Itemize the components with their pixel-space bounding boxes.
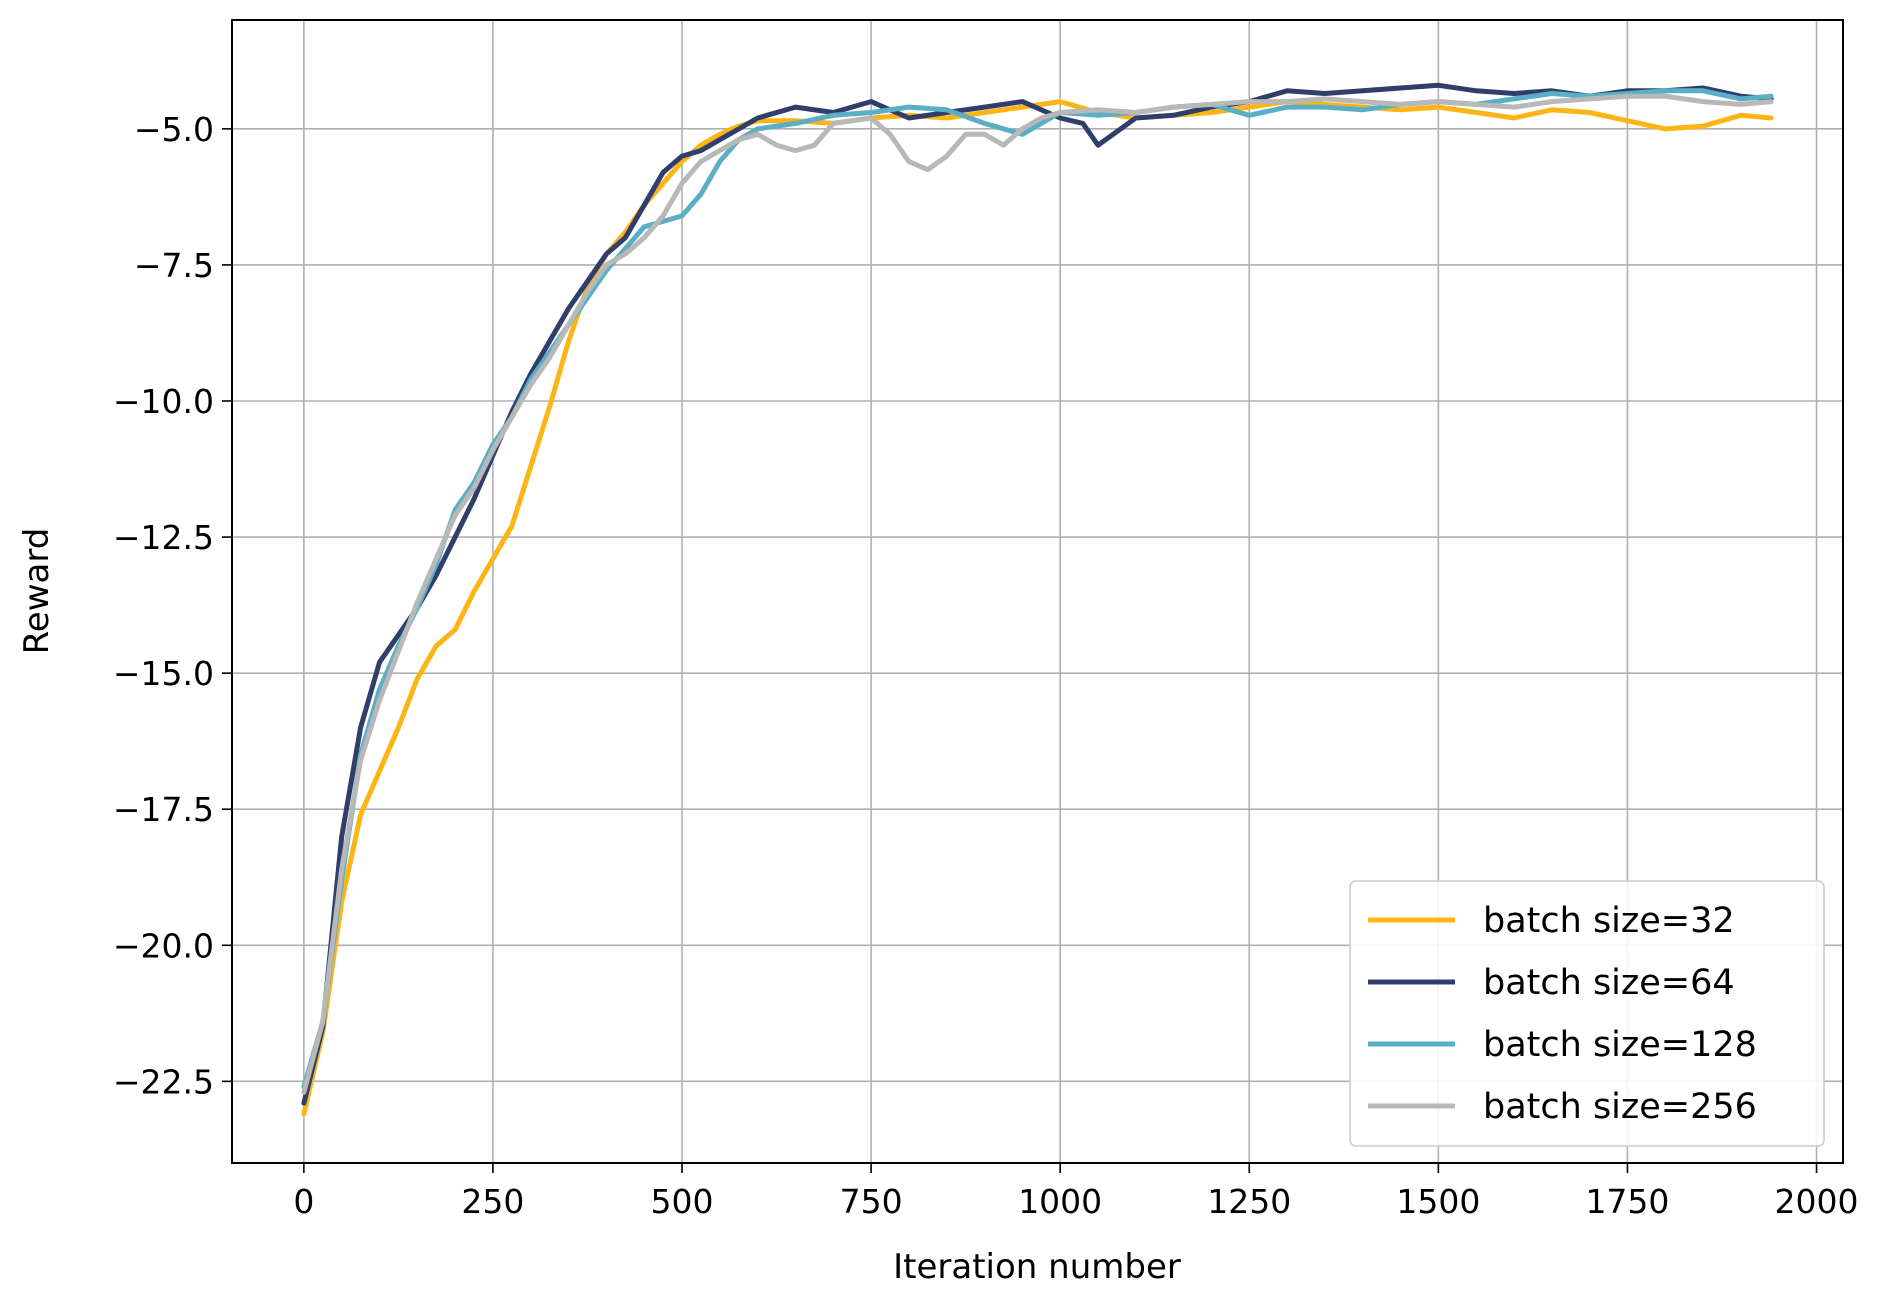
y-tick-label: −10.0 <box>113 382 214 421</box>
y-tick-label: −22.5 <box>113 1062 214 1101</box>
y-axis-label: Reward <box>17 528 57 655</box>
y-tick-label: −12.5 <box>113 518 214 557</box>
x-tick-label: 750 <box>840 1182 903 1221</box>
legend-entry-label: batch size=256 <box>1483 1087 1757 1127</box>
y-tick-label: −17.5 <box>113 790 214 829</box>
y-tick-label: −15.0 <box>113 654 214 693</box>
x-tick-label: 250 <box>461 1182 524 1221</box>
series-lines <box>301 82 1774 1117</box>
x-tick-label: 2000 <box>1775 1182 1859 1221</box>
x-axis-label: Iteration number <box>893 1247 1181 1287</box>
x-tick-label: 1750 <box>1585 1182 1669 1221</box>
legend-entry-label: batch size=128 <box>1483 1025 1757 1065</box>
x-tick-label: 1250 <box>1207 1182 1291 1221</box>
x-tick-label: 0 <box>293 1182 314 1221</box>
x-axis: 0 250 500 750 1000 1250 1500 1750 2000 <box>293 1163 1859 1221</box>
y-tick-label: −7.5 <box>134 246 214 285</box>
legend: batch size=32 batch size=64 batch size=128… <box>1349 880 1825 1147</box>
x-tick-label: 500 <box>651 1182 714 1221</box>
series-line <box>301 99 1774 1117</box>
legend-entry-label: batch size=32 <box>1483 901 1735 941</box>
y-axis: −22.5 −20.0 −17.5 −15.0 −12.5 −10.0 −7.5 −5.0 <box>113 110 232 1101</box>
x-tick-label: 1500 <box>1396 1182 1480 1221</box>
series-line <box>301 82 1774 1106</box>
plot-frame <box>231 19 1844 1164</box>
x-tick-label: 1000 <box>1018 1182 1102 1221</box>
y-tick-label: −5.0 <box>134 110 214 149</box>
series-line <box>301 93 1774 1095</box>
legend-entry-label: batch size=64 <box>1483 963 1735 1003</box>
y-tick-label: −20.0 <box>113 926 214 965</box>
legend-box <box>1349 880 1825 1147</box>
